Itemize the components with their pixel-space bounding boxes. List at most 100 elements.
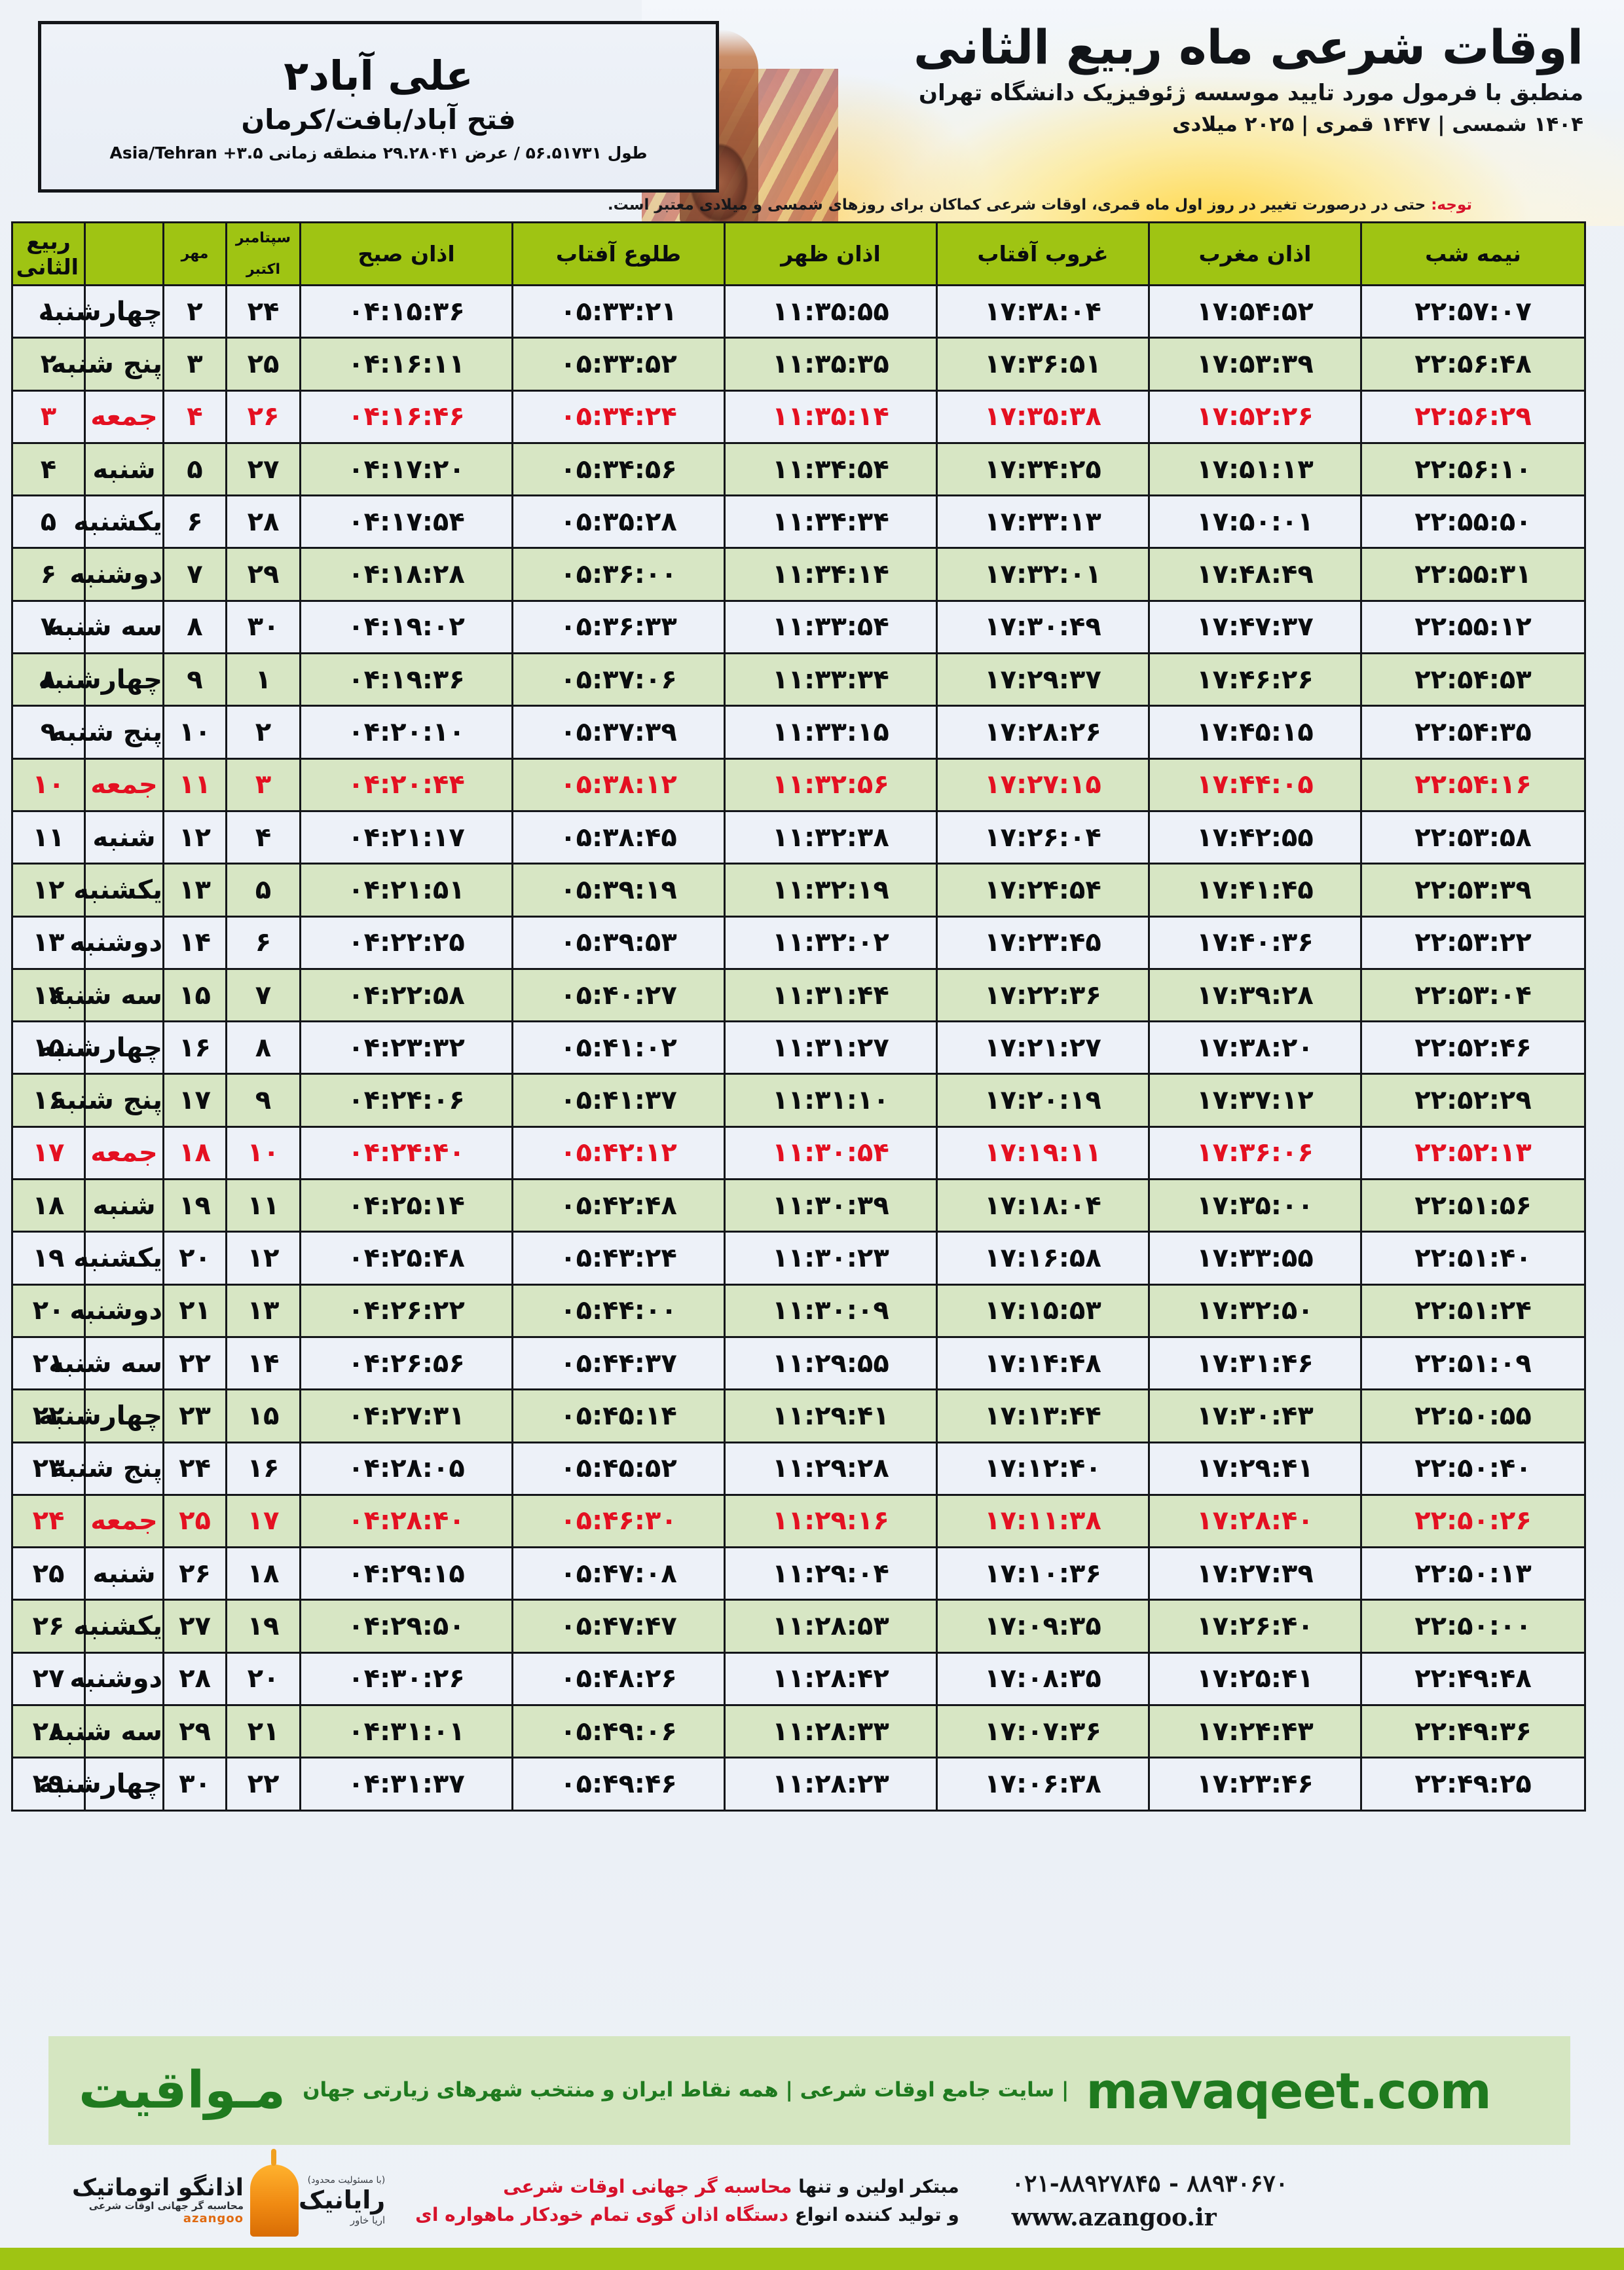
cell-sunrise: ۰۵:۳۷:۳۹ bbox=[511, 705, 726, 760]
cell-fajr-azan: ۰۴:۲۶:۵۶ bbox=[299, 1335, 513, 1391]
cell-maghrib-azan: ۱۷:۳۳:۵۵ bbox=[1148, 1231, 1362, 1286]
cell-rabi-day: ۲۵ bbox=[11, 1546, 86, 1601]
cell-rabi-day: ۲۶ bbox=[11, 1599, 86, 1654]
cell-dhuhr-azan: ۱۱:۳۰:۰۹ bbox=[724, 1283, 938, 1338]
cell-sunset: ۱۷:۲۶:۰۴ bbox=[936, 809, 1150, 865]
cell-rabi-day: ۱۱ bbox=[11, 809, 86, 865]
cell-sunset: ۱۷:۰۸:۳۵ bbox=[936, 1651, 1150, 1707]
cell-weekday: یکشنبه bbox=[73, 1599, 164, 1654]
cell-midnight: ۲۲:۵۱:۰۹ bbox=[1360, 1335, 1586, 1391]
table-row: ۲۲:۵۱:۰۹ ۱۷:۳۱:۴۶ ۱۷:۱۴:۴۸ ۱۱:۲۹:۵۵ ۰۵:۴۴:۳۷… bbox=[11, 1335, 1586, 1391]
cell-fajr-azan: ۰۴:۲۵:۴۸ bbox=[299, 1231, 513, 1286]
cell-sunrise: ۰۵:۳۵:۲۸ bbox=[511, 494, 726, 549]
cell-midnight: ۲۲:۵۱:۲۴ bbox=[1360, 1283, 1586, 1338]
cell-mehr-day: ۲۲ bbox=[162, 1335, 227, 1391]
cell-gregorian-day: ۸ bbox=[225, 1020, 301, 1075]
cell-gregorian-day: ۱۸ bbox=[225, 1546, 301, 1601]
cell-fajr-azan: ۰۴:۲۲:۲۵ bbox=[299, 915, 513, 970]
cell-weekday: شنبه bbox=[84, 1178, 164, 1233]
cell-mehr-day: ۱۶ bbox=[162, 1020, 227, 1075]
cell-gregorian-day: ۱۱ bbox=[225, 1178, 301, 1233]
cell-mehr-day: ۷ bbox=[162, 547, 227, 602]
table-row: ۲۲:۵۴:۱۶ ۱۷:۴۴:۰۵ ۱۷:۲۷:۱۵ ۱۱:۳۲:۵۶ ۰۵:۳۸:۱۲… bbox=[11, 757, 1586, 812]
table-row: ۲۲:۵۵:۵۰ ۱۷:۵۰:۰۱ ۱۷:۳۳:۱۳ ۱۱:۳۴:۳۴ ۰۵:۳۵:۲۸… bbox=[11, 494, 1586, 549]
cell-mehr-day: ۲۷ bbox=[162, 1599, 227, 1654]
cell-maghrib-azan: ۱۷:۲۳:۴۶ bbox=[1148, 1757, 1362, 1812]
cell-sunset: ۱۷:۳۲:۰۱ bbox=[936, 547, 1150, 602]
cell-fajr-azan: ۰۴:۱۵:۳۶ bbox=[299, 284, 513, 339]
cell-mehr-day: ۱۰ bbox=[162, 705, 227, 760]
cell-rabi-day: ۱۹ bbox=[11, 1231, 86, 1286]
table-row: ۲۲:۴۹:۴۸ ۱۷:۲۵:۴۱ ۱۷:۰۸:۳۵ ۱۱:۲۸:۴۲ ۰۵:۴۸:۲۶… bbox=[11, 1651, 1586, 1707]
cell-fajr-azan: ۰۴:۲۸:۴۰ bbox=[299, 1493, 513, 1549]
mosque-dome-icon bbox=[250, 2149, 299, 2237]
cell-sunrise: ۰۵:۴۹:۰۶ bbox=[511, 1704, 726, 1759]
cell-dhuhr-azan: ۱۱:۲۹:۲۸ bbox=[724, 1441, 938, 1496]
cell-rabi-day: ۹ bbox=[11, 705, 86, 760]
location-coordinates: طول ۵۶.۵۱۷۳۱ / عرض ۲۹.۲۸۰۴۱ منطقه زمانی … bbox=[109, 143, 648, 162]
cell-midnight: ۲۲:۵۲:۱۳ bbox=[1360, 1125, 1586, 1181]
cell-gregorian-day: ۲۸ bbox=[225, 494, 301, 549]
cell-sunset: ۱۷:۰۹:۳۵ bbox=[936, 1599, 1150, 1654]
table-row: ۲۲:۵۳:۵۸ ۱۷:۴۲:۵۵ ۱۷:۲۶:۰۴ ۱۱:۳۲:۳۸ ۰۵:۳۸:۴۵… bbox=[11, 809, 1586, 865]
cell-dhuhr-azan: ۱۱:۳۴:۱۴ bbox=[724, 547, 938, 602]
cell-midnight: ۲۲:۵۶:۱۰ bbox=[1360, 441, 1586, 497]
cell-gregorian-day: ۱۵ bbox=[225, 1388, 301, 1443]
cell-maghrib-azan: ۱۷:۵۴:۵۲ bbox=[1148, 284, 1362, 339]
footer-marketing-line-1: مبتکر اولین و تنها محاسبه گر جهانی اوقات… bbox=[415, 2172, 959, 2201]
cell-sunrise: ۰۵:۳۳:۲۱ bbox=[511, 284, 726, 339]
column-header-mehr: مهر bbox=[162, 221, 227, 286]
cell-weekday: پنج شنبه bbox=[51, 1073, 164, 1128]
cell-rabi-day: ۱۳ bbox=[11, 915, 86, 970]
cell-sunrise: ۰۵:۴۸:۲۶ bbox=[511, 1651, 726, 1707]
footer-phone: ۰۲۱-۸۸۹۲۷۸۴۵ - ۸۸۹۳۰۶۷۰ bbox=[1011, 2169, 1289, 2197]
cell-fajr-azan: ۰۴:۳۱:۰۱ bbox=[299, 1704, 513, 1759]
cell-dhuhr-azan: ۱۱:۳۱:۲۷ bbox=[724, 1020, 938, 1075]
cell-sunset: ۱۷:۱۶:۵۸ bbox=[936, 1231, 1150, 1286]
column-header-dhuhr-azan: اذان ظهر bbox=[724, 221, 938, 286]
cell-sunset: ۱۷:۰۶:۳۸ bbox=[936, 1757, 1150, 1812]
cell-mehr-day: ۱۸ bbox=[162, 1125, 227, 1181]
cell-dhuhr-azan: ۱۱:۳۴:۳۴ bbox=[724, 494, 938, 549]
table-row: ۲۲:۵۴:۵۳ ۱۷:۴۶:۲۶ ۱۷:۲۹:۳۷ ۱۱:۳۳:۳۴ ۰۵:۳۷:۰۶… bbox=[11, 652, 1586, 707]
cell-dhuhr-azan: ۱۱:۲۸:۴۲ bbox=[724, 1651, 938, 1707]
cell-sunset: ۱۷:۱۴:۴۸ bbox=[936, 1335, 1150, 1391]
cell-weekday: جمعه bbox=[84, 1493, 164, 1549]
cell-gregorian-day: ۲۵ bbox=[225, 337, 301, 392]
footer-marketing-text: مبتکر اولین و تنها محاسبه گر جهانی اوقات… bbox=[415, 2172, 959, 2229]
cell-midnight: ۲۲:۵۰:۴۰ bbox=[1360, 1441, 1586, 1496]
note-line: توجه: حتی در درصورت تغییر در روز اول ماه… bbox=[38, 196, 1472, 214]
cell-gregorian-day: ۱۷ bbox=[225, 1493, 301, 1549]
cell-dhuhr-azan: ۱۱:۳۰:۳۹ bbox=[724, 1178, 938, 1233]
cell-rabi-day: ۲۳ bbox=[11, 1441, 86, 1496]
cell-weekday: چهارشنبه bbox=[38, 1757, 164, 1812]
footer-bottom-bar: اذانگو اتوماتیک محاسبه گر جهانی اوقات شر… bbox=[0, 2149, 1624, 2240]
cell-midnight: ۲۲:۵۷:۰۷ bbox=[1360, 284, 1586, 339]
cell-rabi-day: ۱۰ bbox=[11, 757, 86, 812]
footer-website[interactable]: www.azangoo.ir bbox=[1011, 2204, 1217, 2231]
cell-fajr-azan: ۰۴:۲۹:۱۵ bbox=[299, 1546, 513, 1601]
cell-rabi-day: ۳ bbox=[11, 389, 86, 444]
cell-midnight: ۲۲:۵۵:۱۲ bbox=[1360, 599, 1586, 655]
cell-maghrib-azan: ۱۷:۳۵:۰۰ bbox=[1148, 1178, 1362, 1233]
cell-weekday: سه شنبه bbox=[48, 1704, 164, 1759]
table-row: ۲۲:۵۲:۴۶ ۱۷:۳۸:۲۰ ۱۷:۲۱:۲۷ ۱۱:۳۱:۲۷ ۰۵:۴۱:۰۲… bbox=[11, 1020, 1586, 1075]
column-header-midnight: نیمه شب bbox=[1360, 221, 1586, 286]
marketing-1b: محاسبه گر جهانی اوقات شرعی bbox=[503, 2175, 792, 2197]
cell-sunset: ۱۷:۱۵:۵۳ bbox=[936, 1283, 1150, 1338]
cell-rabi-day: ۱۸ bbox=[11, 1178, 86, 1233]
cell-mehr-day: ۱۴ bbox=[162, 915, 227, 970]
cell-mehr-day: ۱۹ bbox=[162, 1178, 227, 1233]
table-row: ۲۲:۴۹:۳۶ ۱۷:۲۴:۴۳ ۱۷:۰۷:۳۶ ۱۱:۲۸:۳۳ ۰۵:۴۹:۰۶… bbox=[11, 1704, 1586, 1759]
cell-gregorian-day: ۴ bbox=[225, 809, 301, 865]
footer-domain-link[interactable]: mavaqeet.com bbox=[1086, 2061, 1491, 2120]
table-row: ۲۲:۵۰:۲۶ ۱۷:۲۸:۴۰ ۱۷:۱۱:۳۸ ۱۱:۲۹:۱۶ ۰۵:۴۶:۳۰… bbox=[11, 1493, 1586, 1549]
cell-mehr-day: ۳ bbox=[162, 337, 227, 392]
cell-maghrib-azan: ۱۷:۳۰:۴۳ bbox=[1148, 1388, 1362, 1443]
table-row: ۲۲:۵۶:۲۹ ۱۷:۵۲:۲۶ ۱۷:۳۵:۳۸ ۱۱:۳۵:۱۴ ۰۵:۳۴:۲۴… bbox=[11, 389, 1586, 444]
cell-mehr-day: ۲۸ bbox=[162, 1651, 227, 1707]
location-box: علی آباد۲ فتح آباد/بافت/کرمان طول ۵۶.۵۱۷… bbox=[38, 21, 719, 193]
cell-dhuhr-azan: ۱۱:۲۸:۳۳ bbox=[724, 1704, 938, 1759]
cell-maghrib-azan: ۱۷:۳۷:۱۲ bbox=[1148, 1073, 1362, 1128]
cell-dhuhr-azan: ۱۱:۳۱:۱۰ bbox=[724, 1073, 938, 1128]
